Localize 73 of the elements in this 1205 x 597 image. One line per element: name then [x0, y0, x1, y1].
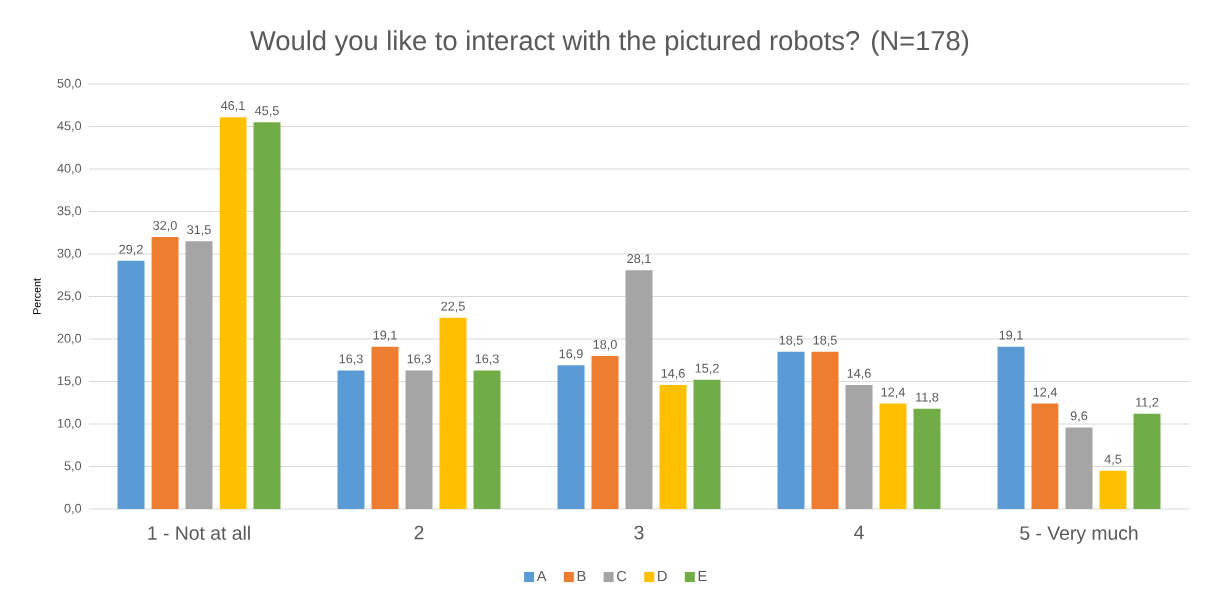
data-label: 16,3 [407, 354, 431, 365]
chart-title: Would you like to interact with the pictured robots? (N=178) [250, 30, 969, 56]
y-tick-label: 30,0 [57, 248, 82, 260]
bar [777, 351, 805, 509]
bar [117, 260, 145, 509]
data-label: 45,5 [254, 106, 279, 117]
bar [913, 408, 941, 509]
data-label: 31,5 [187, 225, 211, 236]
data-label: 16,3 [339, 354, 363, 365]
bar [811, 351, 839, 509]
bar [405, 370, 433, 509]
data-label: 11,2 [1136, 397, 1159, 409]
bar [253, 122, 281, 509]
data-label: 19,1 [999, 330, 1023, 342]
bar [219, 117, 247, 509]
data-label: 12,4 [1033, 387, 1057, 399]
y-tick-label: 25,0 [57, 291, 82, 302]
bar [625, 270, 653, 509]
y-tick-label: 5,0 [64, 461, 82, 472]
bar [997, 346, 1025, 509]
data-label: 14,6 [847, 368, 871, 380]
data-label: 29,2 [119, 244, 143, 256]
data-label: 18,5 [813, 335, 837, 347]
y-tick-label: 20,0 [57, 333, 82, 345]
y-tick-label: 40,0 [57, 163, 82, 175]
bar [371, 346, 399, 509]
bar [591, 356, 619, 509]
legend-label: A [536, 570, 547, 582]
bar [693, 379, 721, 509]
bar [845, 384, 873, 509]
data-label: 15,2 [695, 363, 719, 375]
bar [473, 370, 501, 509]
legend-label: C [617, 570, 627, 582]
y-tick-label: 45,0 [57, 121, 82, 132]
bar [439, 317, 467, 509]
y-tick-label: 50,0 [57, 78, 82, 90]
data-label: 14,6 [661, 368, 685, 380]
x-tick-label: 5 - Very much [1020, 525, 1138, 544]
data-label: 16,3 [475, 354, 499, 365]
bar [879, 403, 907, 509]
bar [1065, 427, 1093, 509]
bar [1133, 413, 1161, 509]
x-tick-label: 1 - Not at all [148, 525, 250, 540]
data-label: 12,4 [881, 387, 905, 399]
bar [557, 365, 585, 509]
x-tick-label: 3 [634, 525, 644, 540]
y-tick-label: 15,0 [57, 376, 82, 387]
data-label: 22,5 [441, 301, 465, 313]
data-label: 19,1 [373, 330, 397, 342]
y-tick-label: 35,0 [57, 206, 82, 217]
bar [659, 384, 687, 509]
bar [337, 370, 365, 509]
legend-label: E [698, 570, 707, 582]
data-label: 32,0 [153, 220, 177, 232]
bar [1099, 470, 1127, 509]
data-label: 4,5 [1104, 454, 1122, 466]
data-label: 11,8 [916, 392, 939, 404]
bar [1031, 403, 1059, 509]
legend-label: D [658, 570, 667, 582]
bar [185, 241, 213, 509]
data-label: 28,1 [627, 254, 651, 265]
legend-label: B [577, 570, 586, 582]
y-axis-title: Percent [33, 278, 41, 314]
data-label: 9,6 [1070, 411, 1088, 422]
y-tick-label: 0,0 [64, 503, 82, 515]
x-tick-label: 4 [854, 525, 864, 540]
bar [151, 237, 179, 509]
data-label: 46,1 [220, 101, 245, 112]
x-tick-label: 2 [414, 525, 424, 540]
data-label: 16,9 [559, 349, 583, 360]
data-label: 18,0 [593, 339, 617, 351]
data-label: 18,5 [779, 335, 803, 347]
y-tick-label: 10,0 [57, 418, 82, 430]
